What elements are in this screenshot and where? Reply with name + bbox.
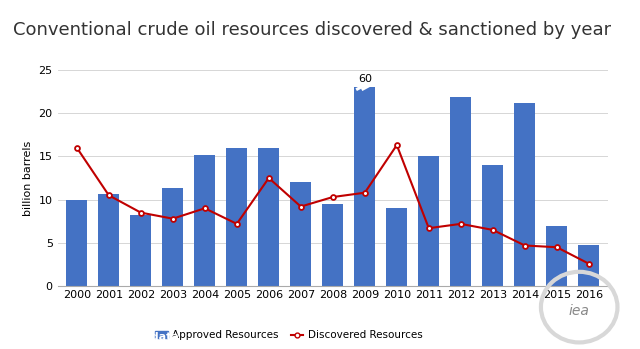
Bar bbox=[451, 97, 471, 286]
Text: Conventional crude oil resources discovered & sanctioned by year: Conventional crude oil resources discove… bbox=[13, 21, 611, 39]
Bar bbox=[195, 155, 215, 286]
Text: IEA Analysis on Rystad data: IEA Analysis on Rystad data bbox=[5, 332, 179, 342]
Bar bbox=[547, 227, 567, 286]
Bar bbox=[419, 156, 439, 286]
Bar bbox=[579, 245, 599, 286]
Bar bbox=[291, 182, 311, 286]
Text: iea: iea bbox=[569, 304, 589, 318]
Bar bbox=[67, 200, 87, 286]
Bar bbox=[387, 208, 407, 286]
Text: 60: 60 bbox=[358, 74, 372, 84]
Bar bbox=[515, 103, 535, 286]
Bar bbox=[99, 194, 119, 286]
Bar bbox=[163, 188, 183, 286]
Y-axis label: billion barrels: billion barrels bbox=[23, 140, 33, 216]
Bar bbox=[483, 165, 503, 286]
Bar bbox=[355, 87, 375, 286]
Bar bbox=[259, 148, 279, 286]
Bar bbox=[323, 204, 343, 286]
Legend: Approved Resources, Discovered Resources: Approved Resources, Discovered Resources bbox=[151, 326, 426, 344]
Bar bbox=[227, 148, 247, 286]
Bar bbox=[131, 215, 151, 286]
